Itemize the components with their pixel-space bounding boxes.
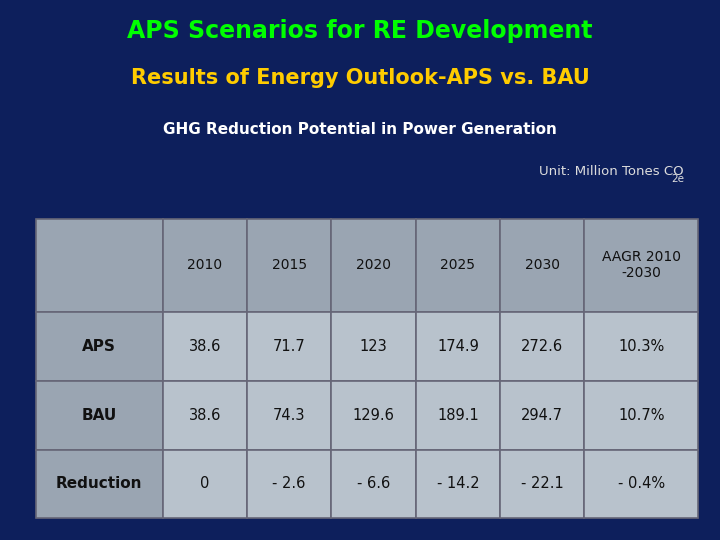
Text: 2020: 2020	[356, 258, 391, 272]
Text: 38.6: 38.6	[189, 339, 221, 354]
Bar	[331, 381, 415, 449]
Text: 2025: 2025	[441, 258, 475, 272]
Bar	[585, 219, 698, 312]
Bar	[36, 219, 163, 312]
Text: 38.6: 38.6	[189, 408, 221, 423]
Text: 189.1: 189.1	[437, 408, 479, 423]
Text: 10.3%: 10.3%	[618, 339, 665, 354]
Bar	[163, 312, 247, 381]
Text: 129.6: 129.6	[353, 408, 395, 423]
Text: 123: 123	[360, 339, 387, 354]
Text: Reduction: Reduction	[56, 476, 143, 491]
Bar	[247, 219, 331, 312]
Text: 174.9: 174.9	[437, 339, 479, 354]
Bar	[163, 449, 247, 518]
Bar	[500, 381, 585, 449]
Text: APS Scenarios for RE Development: APS Scenarios for RE Development	[127, 19, 593, 43]
Bar	[247, 449, 331, 518]
Bar	[247, 312, 331, 381]
Text: 2010: 2010	[187, 258, 222, 272]
Text: 10.7%: 10.7%	[618, 408, 665, 423]
Bar	[247, 381, 331, 449]
Bar	[500, 219, 585, 312]
Bar	[585, 381, 698, 449]
Bar	[500, 312, 585, 381]
Bar	[585, 312, 698, 381]
Text: AAGR 2010
-2030: AAGR 2010 -2030	[602, 250, 681, 280]
Text: 2015: 2015	[271, 258, 307, 272]
Text: 71.7: 71.7	[273, 339, 305, 354]
Text: GHG Reduction Potential in Power Generation: GHG Reduction Potential in Power Generat…	[163, 122, 557, 137]
Bar	[36, 381, 163, 449]
Text: 2e: 2e	[671, 174, 684, 185]
Text: Results of Energy Outlook-APS vs. BAU: Results of Energy Outlook-APS vs. BAU	[130, 68, 590, 87]
Text: - 6.6: - 6.6	[357, 476, 390, 491]
Text: - 2.6: - 2.6	[272, 476, 306, 491]
Text: 272.6: 272.6	[521, 339, 563, 354]
Bar	[163, 381, 247, 449]
Bar	[585, 449, 698, 518]
Bar	[36, 312, 163, 381]
Bar	[415, 312, 500, 381]
Bar	[500, 449, 585, 518]
Bar	[415, 381, 500, 449]
Text: - 22.1: - 22.1	[521, 476, 564, 491]
Bar	[331, 312, 415, 381]
Text: BAU: BAU	[81, 408, 117, 423]
Bar	[163, 219, 247, 312]
Bar	[415, 449, 500, 518]
Text: 74.3: 74.3	[273, 408, 305, 423]
Text: - 14.2: - 14.2	[436, 476, 480, 491]
Text: 294.7: 294.7	[521, 408, 563, 423]
Text: 0: 0	[200, 476, 210, 491]
Text: APS: APS	[82, 339, 116, 354]
Bar	[415, 219, 500, 312]
Bar	[331, 219, 415, 312]
Text: 2030: 2030	[525, 258, 559, 272]
Bar	[36, 449, 163, 518]
Text: Unit: Million Tones CO: Unit: Million Tones CO	[539, 165, 684, 178]
Text: - 0.4%: - 0.4%	[618, 476, 665, 491]
Bar	[331, 449, 415, 518]
